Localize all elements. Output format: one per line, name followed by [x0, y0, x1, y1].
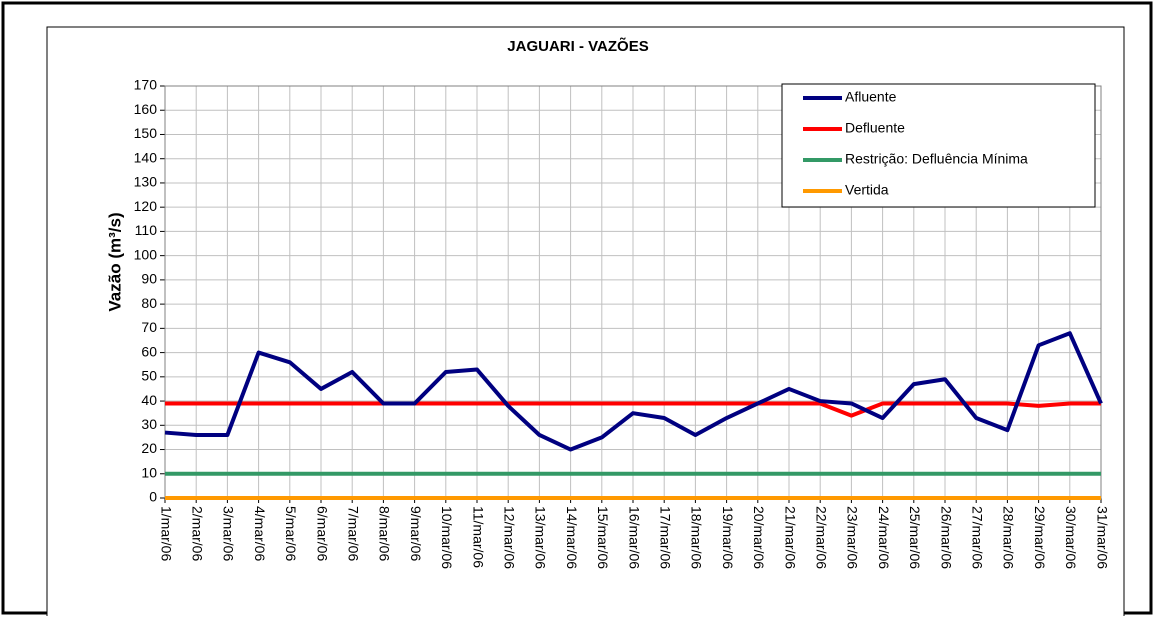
- x-tick-label: 1/mar/06: [158, 506, 174, 561]
- y-tick-label: 90: [141, 271, 157, 287]
- y-tick-label: 130: [134, 174, 158, 190]
- y-tick-label: 140: [134, 149, 158, 165]
- x-tick-label: 31/mar/06: [1094, 506, 1110, 569]
- x-tick-label: 13/mar/06: [533, 506, 549, 569]
- x-tick-label: 3/mar/06: [221, 506, 237, 561]
- y-tick-label: 60: [141, 343, 157, 359]
- x-tick-label: 27/mar/06: [969, 506, 985, 569]
- y-axis-label: Vazão (m³/s): [105, 212, 124, 311]
- y-tick-label: 80: [141, 295, 157, 311]
- x-tick-label: 6/mar/06: [314, 506, 330, 561]
- y-tick-label: 20: [141, 440, 157, 456]
- y-tick-label: 10: [141, 464, 157, 480]
- y-tick-label: 120: [134, 198, 158, 214]
- x-tick-label: 24/mar/06: [876, 506, 892, 569]
- y-tick-label: 50: [141, 368, 157, 384]
- y-tick-label: 160: [134, 101, 158, 117]
- x-tick-label: 26/mar/06: [938, 506, 954, 569]
- x-tick-label: 17/mar/06: [657, 506, 673, 569]
- legend-label: Defluente: [845, 120, 905, 136]
- x-tick-label: 4/mar/06: [252, 506, 268, 561]
- x-tick-label: 16/mar/06: [626, 506, 642, 569]
- x-tick-label: 10/mar/06: [439, 506, 455, 569]
- x-tick-label: 11/mar/06: [470, 506, 486, 568]
- y-tick-label: 0: [149, 489, 157, 505]
- legend-label: Vertida: [845, 182, 889, 198]
- chart-title: JAGUARI - VAZÕES: [507, 37, 648, 55]
- x-tick-label: 21/mar/06: [782, 506, 798, 569]
- x-tick-label: 5/mar/06: [283, 506, 299, 561]
- x-tick-label: 22/mar/06: [813, 506, 829, 569]
- series-line: [165, 401, 1101, 418]
- y-tick-label: 70: [141, 319, 157, 335]
- x-tick-label: 25/mar/06: [907, 506, 923, 569]
- x-tick-label: 23/mar/06: [845, 506, 861, 569]
- x-tick-label: 9/mar/06: [408, 506, 424, 561]
- y-tick-label: 170: [134, 77, 158, 93]
- x-tick-label: 20/mar/06: [751, 506, 767, 569]
- x-tick-label: 29/mar/06: [1032, 506, 1048, 569]
- legend-label: Afluente: [845, 89, 897, 105]
- series-line: [164, 331, 1103, 452]
- x-tick-label: 28/mar/06: [1001, 506, 1017, 569]
- x-tick-label: 14/mar/06: [564, 506, 580, 569]
- legend-label: Restrição: Defluência Mínima: [845, 151, 1028, 167]
- x-tick-label: 12/mar/06: [501, 506, 517, 569]
- legend-box: [781, 83, 1096, 208]
- x-tick-label: 15/mar/06: [595, 506, 611, 569]
- y-tick-label: 110: [135, 222, 158, 238]
- x-tick-label: 18/mar/06: [689, 506, 705, 569]
- x-tick-label: 19/mar/06: [720, 506, 736, 569]
- x-tick-label: 8/mar/06: [377, 506, 393, 561]
- y-tick-label: 40: [141, 392, 157, 408]
- y-tick-label: 100: [134, 246, 158, 262]
- x-tick-label: 30/mar/06: [1063, 506, 1079, 569]
- x-tick-label: 2/mar/06: [189, 506, 205, 561]
- x-tick-label: 7/mar/06: [345, 506, 361, 561]
- y-tick-label: 150: [134, 125, 158, 141]
- y-tick-label: 30: [141, 416, 157, 432]
